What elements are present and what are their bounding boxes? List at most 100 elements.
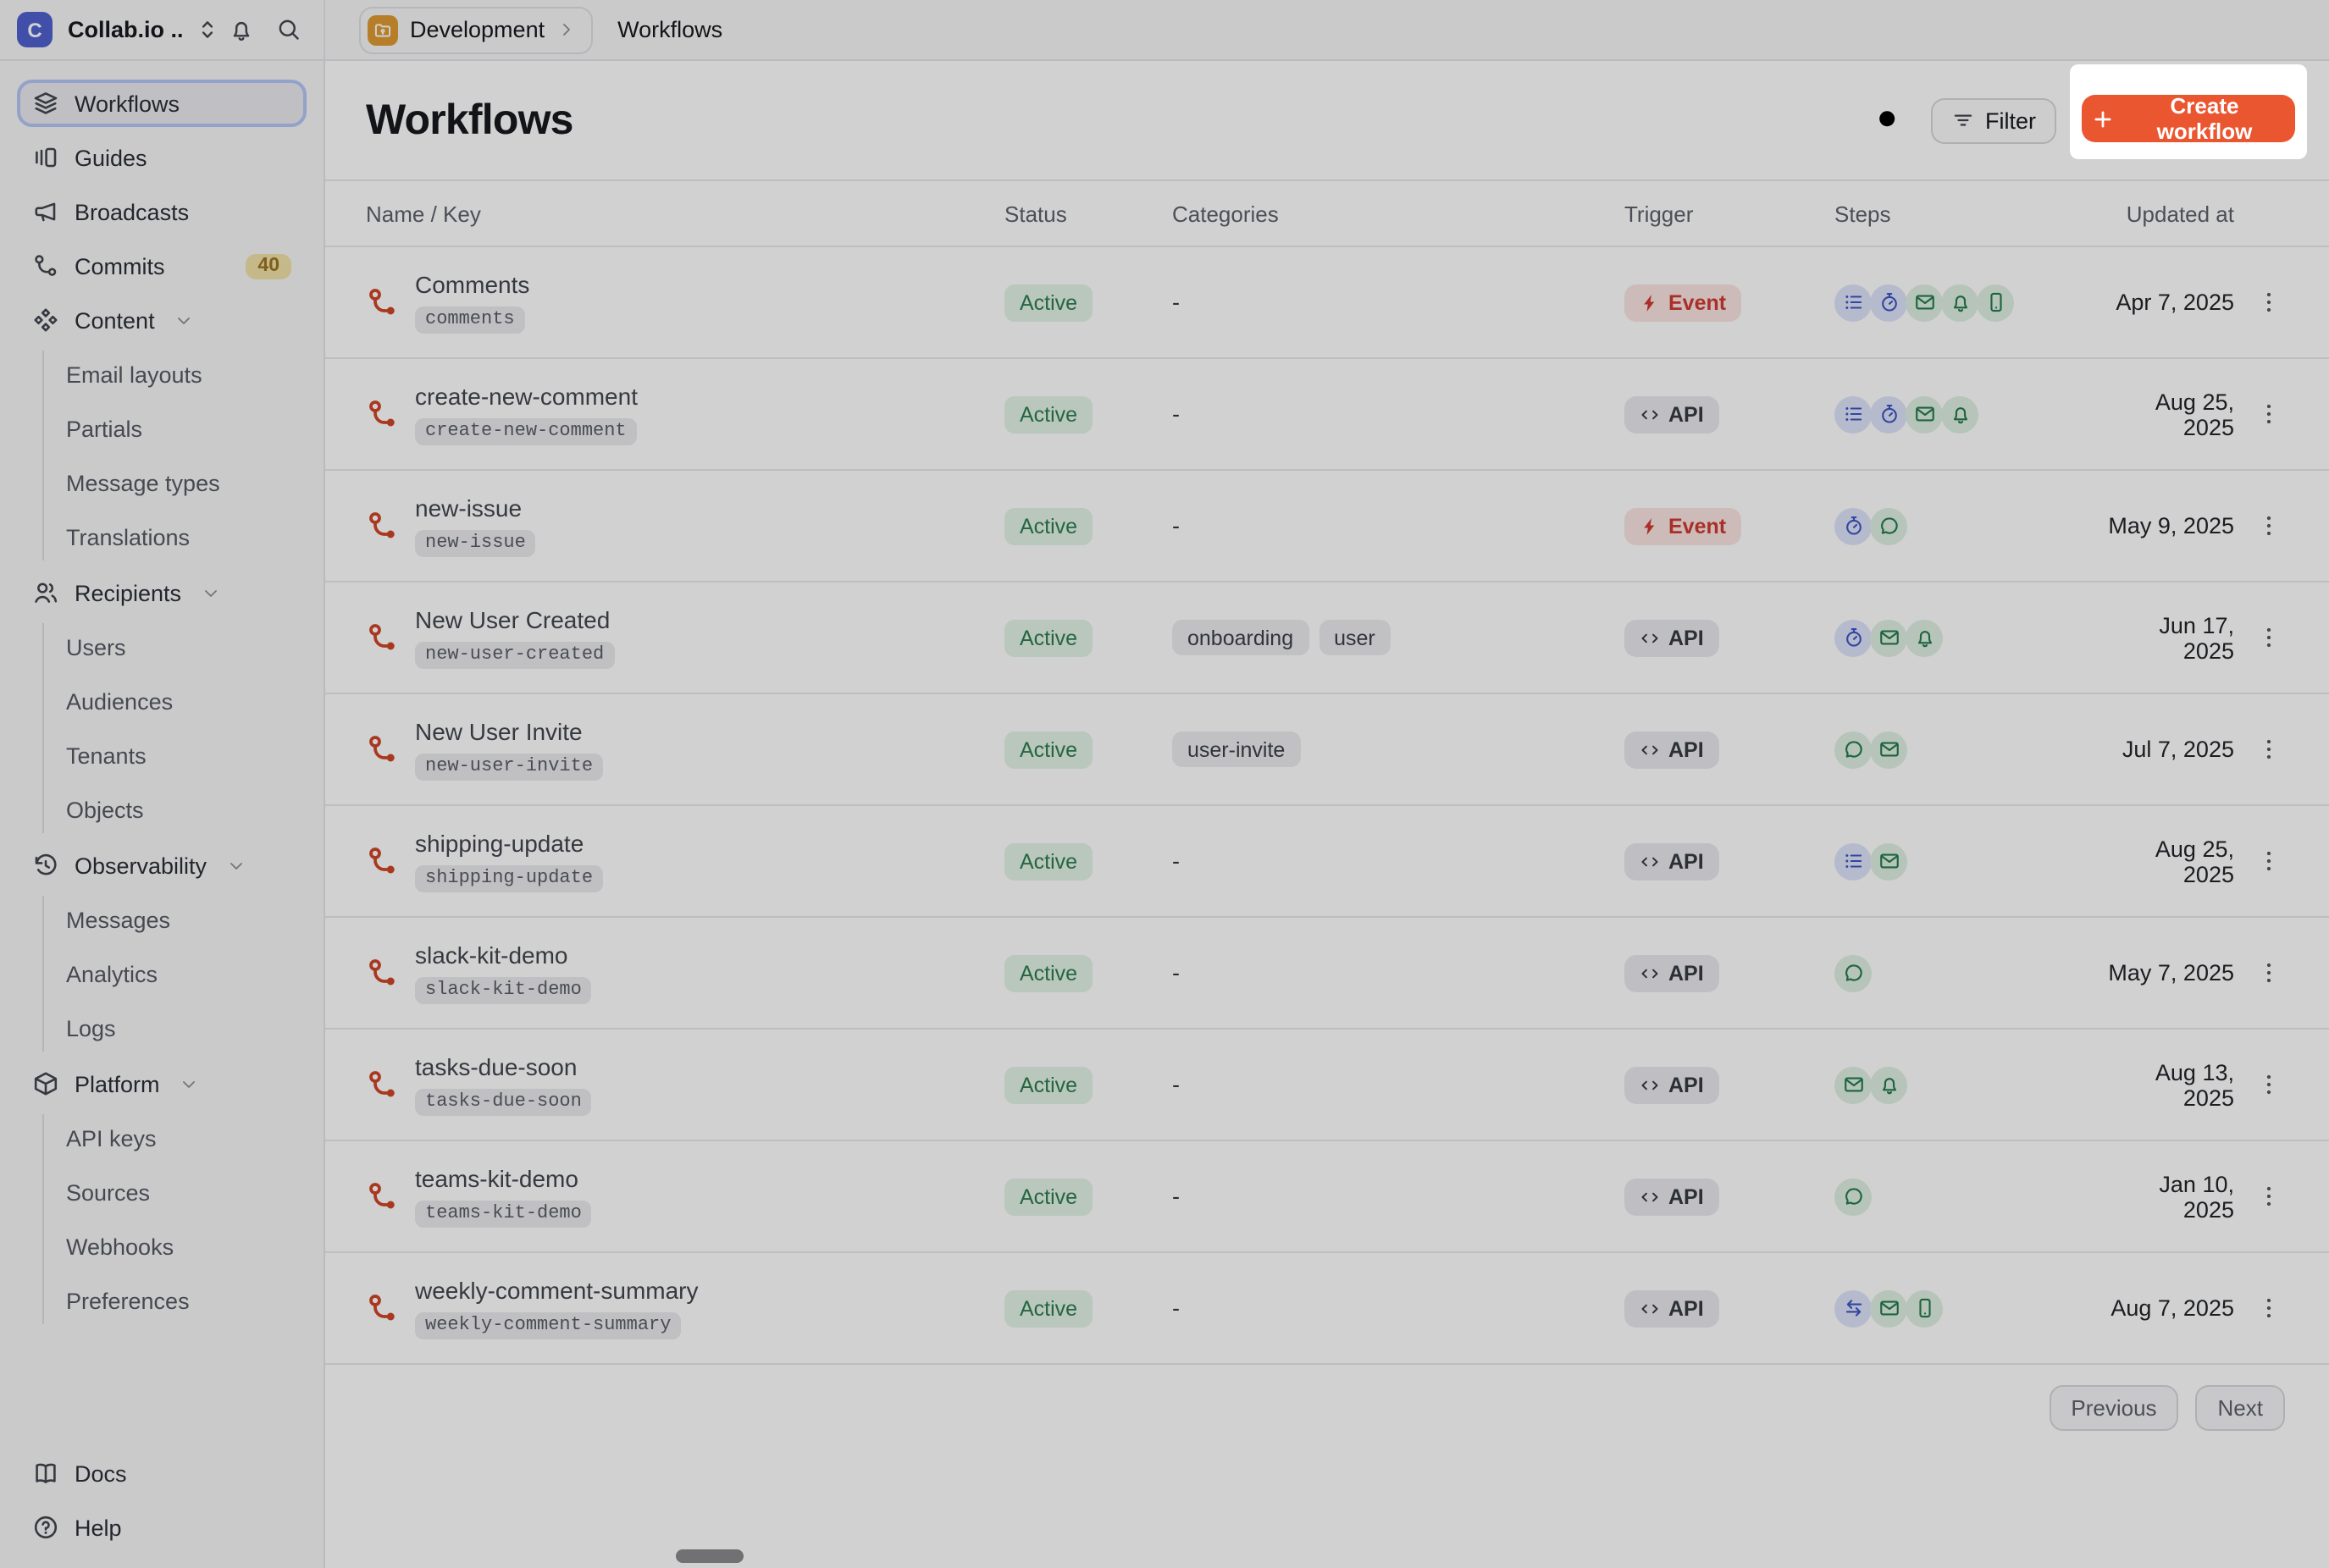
stopwatch-icon (1878, 291, 1900, 313)
workflow-row[interactable]: New User Invite new-user-invite Active user… (325, 694, 2329, 806)
workflow-name: New User Invite (415, 718, 583, 745)
categories-empty: - (1172, 400, 1180, 426)
row-menu-button[interactable] (2234, 1184, 2302, 1209)
envelope-icon (1878, 738, 1900, 760)
sidebar-subitem-email-layouts[interactable]: Email layouts (66, 362, 202, 387)
kebab-icon (2255, 1072, 2281, 1097)
trigger-badge-api: API (1624, 1066, 1719, 1103)
row-menu-button[interactable] (2234, 625, 2302, 650)
sidebar-item-observability[interactable]: Observability (17, 842, 307, 889)
megaphone-icon (32, 198, 59, 225)
workflow-row[interactable]: slack-kit-demo slack-kit-demo Active - API Ma… (325, 918, 2329, 1030)
sidebar-subitem-translations[interactable]: Translations (66, 524, 191, 549)
chat-icon (1842, 738, 1864, 760)
category-pill: onboarding (1172, 620, 1309, 655)
category-pill: user (1319, 620, 1391, 655)
sidebar-item-platform[interactable]: Platform (17, 1060, 307, 1107)
row-menu-button[interactable] (2234, 737, 2302, 762)
sidebar-sublist-content: Email layouts Partials Message types Transl… (42, 351, 307, 560)
workflow-key: create-new-comment (415, 418, 637, 445)
row-menu-button[interactable] (2234, 848, 2302, 874)
history-icon (32, 852, 59, 879)
status-badge: Active (1004, 507, 1093, 544)
workflow-row[interactable]: New User Created new-user-created Active on… (325, 582, 2329, 694)
code-icon (1640, 963, 1660, 983)
sidebar-footer-help[interactable]: Help (17, 1504, 307, 1551)
workflow-icon (366, 844, 400, 878)
workflow-row[interactable]: new-issue new-issue Active - Event May 9, 202… (325, 471, 2329, 582)
create-workflow-button[interactable]: Create workflow (2082, 93, 2295, 144)
create-workflow-label: Create workflow (2156, 93, 2253, 144)
status-badge: Active (1004, 619, 1093, 656)
sidebar-subitem-objects[interactable]: Objects (66, 797, 144, 822)
previous-page-button[interactable]: Previous (2049, 1385, 2179, 1431)
row-menu-button[interactable] (2234, 1072, 2302, 1097)
status-badge: Active (1004, 842, 1093, 880)
org-unfold-icon[interactable] (195, 17, 220, 42)
updated-at: May 9, 2025 (2108, 513, 2234, 538)
table-search-icon[interactable] (1867, 98, 1911, 142)
workflow-key: new-user-invite (415, 754, 604, 781)
book-icon (32, 1460, 59, 1487)
sidebar-search-icon[interactable] (276, 17, 301, 42)
trigger-label: API (1668, 961, 1704, 985)
workflow-row[interactable]: weekly-comment-summary weekly-comment-sum… (325, 1253, 2329, 1365)
environment-switcher[interactable]: Development (359, 6, 593, 53)
sidebar-subitem-logs[interactable]: Logs (66, 1015, 116, 1041)
org-name[interactable]: Collab.io ... (68, 17, 183, 42)
sidebar-subitem-messages[interactable]: Messages (66, 907, 171, 932)
trigger-badge-api: API (1624, 1178, 1719, 1215)
sidebar-item-workflows[interactable]: Workflows (17, 80, 307, 127)
sidebar-subitem-users[interactable]: Users (66, 634, 126, 660)
workflow-name: tasks-due-soon (415, 1053, 578, 1080)
row-menu-button[interactable] (2234, 513, 2302, 538)
workflow-row[interactable]: create-new-comment create-new-comment Acti… (325, 359, 2329, 471)
sidebar-subitem-partials[interactable]: Partials (66, 416, 143, 441)
org-switcher-bar: C Collab.io ... (0, 0, 324, 61)
sidebar-subitem-api-keys[interactable]: API keys (66, 1125, 157, 1151)
sidebar-footer-docs[interactable]: Docs (17, 1449, 307, 1497)
sidebar-subitem-preferences[interactable]: Preferences (66, 1288, 190, 1313)
sidebar-item-guides[interactable]: Guides (17, 134, 307, 181)
sidebar-subitem-message-types[interactable]: Message types (66, 470, 220, 495)
workflow-row[interactable]: tasks-due-soon tasks-due-soon Active - API Au… (325, 1030, 2329, 1141)
sidebar-subitem-tenants[interactable]: Tenants (66, 743, 147, 768)
workflow-key: new-issue (415, 530, 536, 557)
workflow-name: New User Created (415, 606, 611, 633)
sidebar-item-content[interactable]: Content (17, 296, 307, 344)
row-menu-button[interactable] (2234, 1295, 2302, 1321)
sidebar-footer-label: Help (75, 1515, 122, 1540)
bell-icon (1878, 1074, 1900, 1096)
header-actions: Filter (1867, 97, 2307, 144)
sidebar-subitem-webhooks[interactable]: Webhooks (66, 1234, 174, 1259)
workflow-row[interactable]: shipping-update shipping-update Active - API… (325, 806, 2329, 918)
step-chat (1834, 731, 1872, 768)
sidebar-subitem-analytics[interactable]: Analytics (66, 961, 158, 986)
sidebar-item-broadcasts[interactable]: Broadcasts (17, 188, 307, 235)
bell-icon (1949, 403, 1971, 425)
row-menu-button[interactable] (2234, 960, 2302, 986)
sidebar-item-commits[interactable]: Commits 40 (17, 242, 307, 290)
org-logo[interactable]: C (17, 12, 53, 47)
package-icon (32, 1070, 59, 1097)
sidebar-item-recipients[interactable]: Recipients (17, 569, 307, 616)
step-bell (1870, 1066, 1907, 1103)
trigger-label: API (1668, 402, 1704, 426)
step-phone (1906, 1289, 1943, 1327)
status-badge: Active (1004, 954, 1093, 991)
tour-spotlight: Create workflow (2070, 64, 2307, 159)
sidebar-subitem-sources[interactable]: Sources (66, 1179, 151, 1205)
filter-button[interactable]: Filter (1931, 97, 2056, 143)
phone-icon (1913, 1297, 1935, 1319)
notifications-bell-icon[interactable] (229, 17, 254, 42)
chevron-down-icon (227, 856, 246, 875)
horizontal-scrollbar-thumb[interactable] (676, 1549, 744, 1562)
updated-at: Apr 7, 2025 (2116, 290, 2234, 315)
row-menu-button[interactable] (2234, 401, 2302, 427)
next-page-button[interactable]: Next (2195, 1385, 2285, 1431)
sidebar-subitem-audiences[interactable]: Audiences (66, 688, 174, 714)
sidebar-item-label: Guides (75, 145, 147, 170)
workflow-row[interactable]: teams-kit-demo teams-kit-demo Active - API Ja… (325, 1141, 2329, 1253)
row-menu-button[interactable] (2234, 290, 2302, 315)
workflow-row[interactable]: Comments comments Active - Event Apr 7, 2025 (325, 247, 2329, 359)
